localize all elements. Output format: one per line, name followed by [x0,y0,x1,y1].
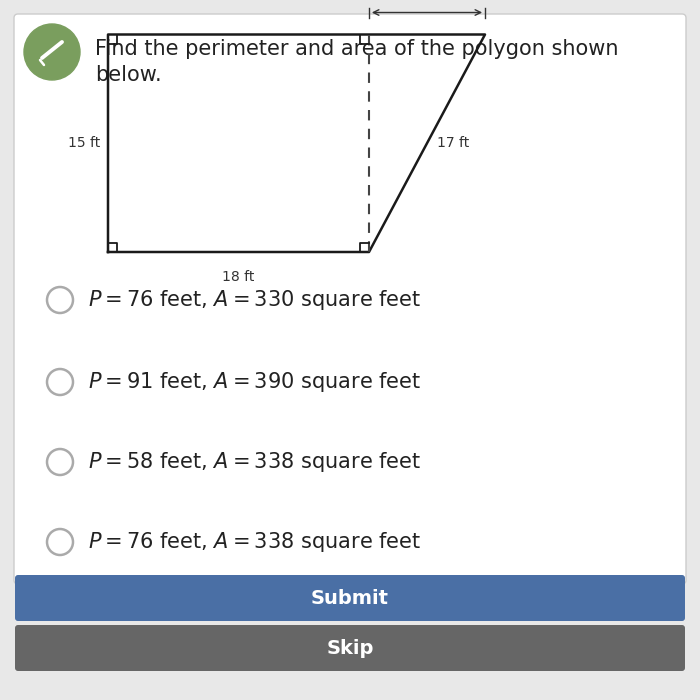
Text: Submit: Submit [311,589,389,608]
Text: below.: below. [95,65,162,85]
Circle shape [24,24,80,80]
Text: 15 ft: 15 ft [68,136,100,150]
Text: $P = 58$ feet, $A = 338$ square feet: $P = 58$ feet, $A = 338$ square feet [88,450,421,474]
Text: Find the perimeter and area of the polygon shown: Find the perimeter and area of the polyg… [95,39,619,59]
Text: 8 ft: 8 ft [416,0,438,3]
Text: Skip: Skip [326,638,374,657]
Text: $P = 91$ feet, $A = 390$ square feet: $P = 91$ feet, $A = 390$ square feet [88,370,421,394]
Text: $P = 76$ feet, $A = 330$ square feet: $P = 76$ feet, $A = 330$ square feet [88,288,421,312]
FancyBboxPatch shape [15,625,685,671]
FancyBboxPatch shape [14,14,686,584]
Text: 17 ft: 17 ft [437,136,469,150]
FancyBboxPatch shape [15,575,685,621]
Text: $P = 76$ feet, $A = 338$ square feet: $P = 76$ feet, $A = 338$ square feet [88,530,421,554]
Text: 18 ft: 18 ft [223,270,255,284]
